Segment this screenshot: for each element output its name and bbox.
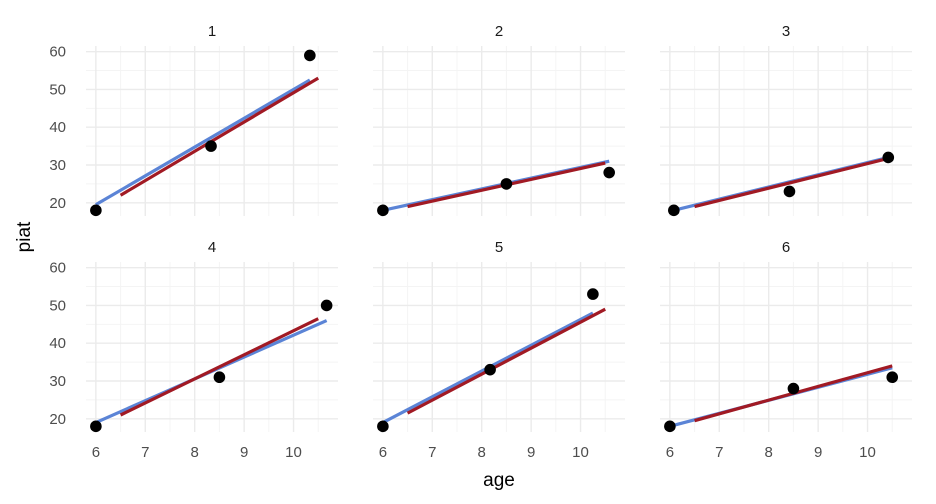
- model-fit-line: [406, 307, 606, 415]
- data-point: [500, 178, 513, 190]
- x-tick-label: 10: [859, 444, 876, 461]
- x-tick-label: 10: [572, 444, 589, 461]
- model-fit-line: [119, 317, 319, 417]
- data-point: [603, 166, 615, 179]
- x-tick-label: 10: [285, 444, 302, 461]
- facet-strip-label: 2: [495, 23, 503, 40]
- data-point: [587, 288, 599, 300]
- data-point: [90, 420, 102, 433]
- x-tick-label: 8: [765, 444, 773, 461]
- individual-fit-line: [95, 78, 311, 207]
- data-point: [205, 140, 217, 152]
- facet-panel-1: 1: [86, 23, 338, 217]
- data-point: [484, 363, 496, 376]
- y-tick-label: 40: [49, 119, 66, 136]
- model-fit-line: [694, 155, 893, 209]
- x-axis-title: age: [483, 470, 515, 491]
- data-point: [377, 420, 389, 433]
- facet-panel-5: 5: [373, 239, 625, 433]
- facet-strip-label: 5: [495, 239, 503, 256]
- y-tick-label: 60: [49, 44, 66, 61]
- data-point: [90, 204, 102, 217]
- data-point: [320, 299, 333, 312]
- y-tick-label: 20: [49, 411, 66, 428]
- facet-strip-label: 4: [208, 239, 216, 256]
- x-tick-label: 6: [92, 444, 100, 461]
- y-tick-label: 30: [49, 157, 66, 174]
- x-tick-label: 6: [379, 444, 387, 461]
- x-tick-label: 7: [428, 444, 436, 461]
- x-tick-label: 9: [240, 444, 248, 461]
- data-point: [668, 204, 680, 217]
- facet-panel-2: 2: [373, 23, 625, 217]
- x-tick-label: 7: [141, 444, 149, 461]
- facet-panel-4: 4: [86, 239, 338, 433]
- x-tick-label: 9: [814, 444, 822, 461]
- y-axis-title: piat: [14, 221, 35, 252]
- facet-strip-label: 1: [208, 23, 216, 40]
- x-tick-label: 7: [715, 444, 723, 461]
- facet-strip-label: 3: [782, 23, 790, 40]
- y-tick-label: 40: [49, 335, 66, 352]
- data-point: [886, 371, 899, 384]
- facet-panel-3: 3: [660, 23, 912, 217]
- facet-strip-label: 6: [782, 239, 790, 256]
- data-point: [213, 371, 226, 384]
- x-tick-label: 8: [478, 444, 486, 461]
- data-point: [783, 185, 796, 198]
- model-fit-line: [119, 76, 320, 197]
- x-tick-label: 8: [191, 444, 199, 461]
- y-tick-label: 30: [49, 373, 66, 390]
- y-tick-label: 60: [49, 260, 66, 277]
- y-tick-label: 20: [49, 195, 66, 212]
- y-tick-label: 50: [49, 81, 66, 98]
- y-tick-label: 50: [49, 297, 66, 314]
- x-tick-label: 6: [666, 444, 674, 461]
- data-point: [882, 151, 895, 164]
- x-tick-label: 9: [527, 444, 535, 461]
- data-point: [377, 204, 389, 217]
- data-point: [787, 382, 800, 395]
- data-point: [304, 49, 316, 62]
- data-point: [664, 420, 676, 433]
- facet-panel-6: 6: [660, 239, 912, 433]
